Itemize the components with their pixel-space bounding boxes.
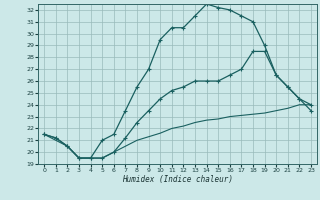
X-axis label: Humidex (Indice chaleur): Humidex (Indice chaleur) — [122, 175, 233, 184]
